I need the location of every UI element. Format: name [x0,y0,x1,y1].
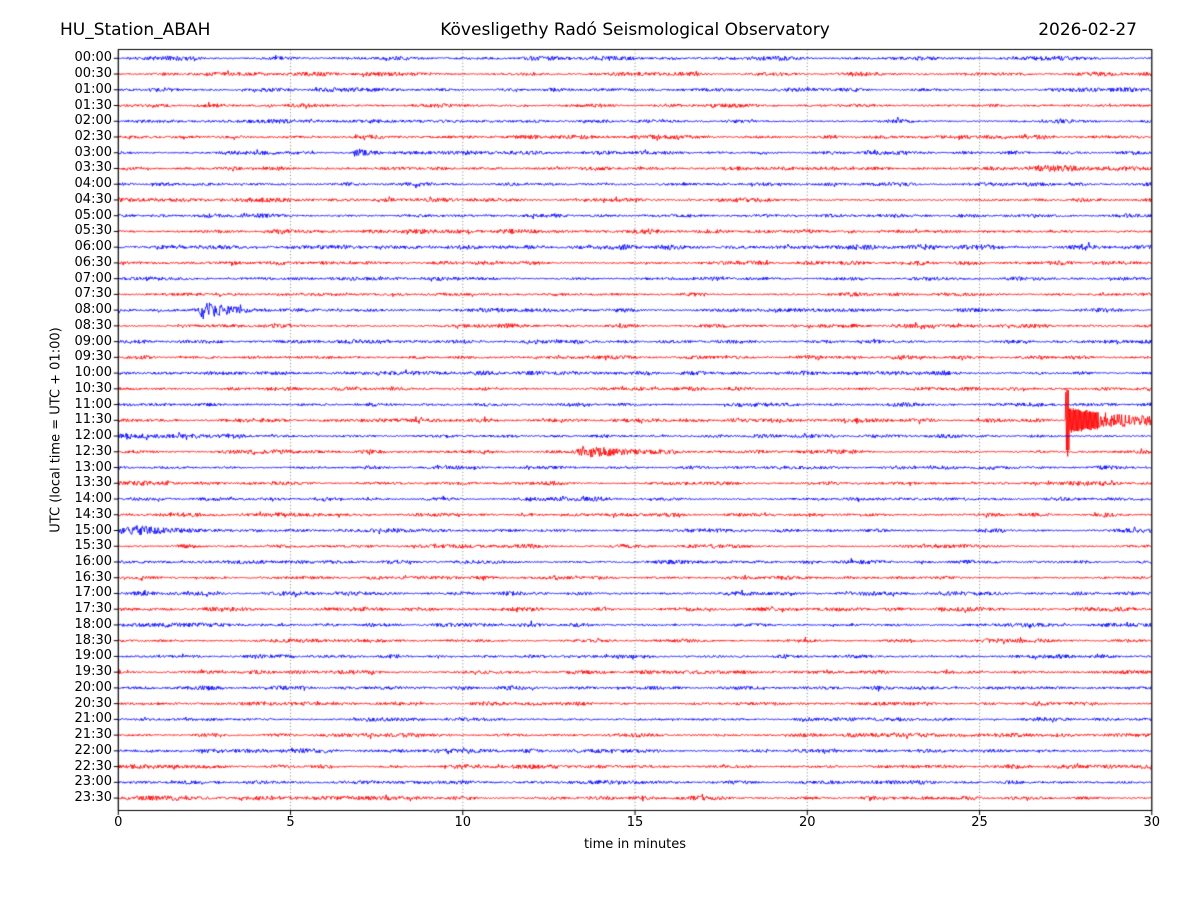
y-tick-label: 12:30 [74,443,112,459]
y-tick-label: 06:00 [74,239,112,255]
y-tick-label: 12:00 [74,428,112,444]
x-tick-label: 25 [971,815,988,830]
y-tick-label: 18:00 [74,616,112,632]
y-tick-label: 21:30 [74,727,112,743]
date-title: 2026-02-27 [1038,20,1137,40]
x-tick-label: 15 [626,815,644,830]
observatory-title: Kövesligethy Radó Seismological Observat… [440,20,830,40]
y-tick-label: 02:30 [74,129,112,144]
y-tick-label: 05:30 [74,223,112,239]
y-tick-label: 21:00 [74,711,112,727]
y-tick-label: 07:00 [74,270,112,286]
y-tick-label: 14:30 [74,506,112,522]
y-tick-label: 03:00 [74,144,112,160]
y-tick-label: 19:00 [74,648,112,664]
y-tick-label: 16:30 [74,569,112,585]
x-tick-label: 30 [1143,815,1161,830]
y-tick-label: 04:30 [74,191,112,207]
y-tick-label: 00:30 [74,66,112,82]
y-tick-label: 15:00 [74,522,112,538]
y-tick-label: 07:30 [74,286,112,302]
y-tick-label: 13:30 [74,475,112,491]
y-tick-label: 10:30 [74,380,112,396]
y-tick-label: 11:30 [74,412,112,428]
x-tick-label: 0 [114,815,123,830]
y-tick-label: 08:30 [74,317,112,333]
x-tick-label: 5 [286,815,295,830]
x-axis-label: time in minutes [583,837,687,852]
y-tick-label: 18:30 [74,632,112,648]
y-tick-label: 20:30 [74,695,112,711]
y-tick-label: 20:00 [74,679,112,695]
y-tick-label: 01:00 [74,81,112,97]
y-tick-label: 19:30 [74,664,112,680]
y-tick-label: 23:00 [74,774,112,790]
y-tick-label: 09:00 [74,333,112,349]
y-tick-label: 03:30 [74,160,112,176]
y-tick-label: 17:00 [74,585,112,601]
y-tick-label: 15:30 [74,538,112,554]
station-title: HU_Station_ABAH [60,20,211,40]
y-tick-label: 08:00 [74,302,112,318]
y-tick-label: 09:30 [74,349,112,365]
y-tick-label: 17:30 [74,601,112,617]
x-tick-label: 10 [454,815,472,830]
y-tick-label: 11:00 [74,396,112,412]
y-tick-label: 04:00 [74,176,112,192]
x-tick-label: 20 [799,815,816,830]
y-tick-label: 13:00 [74,459,112,475]
y-tick-label: 06:30 [74,254,112,270]
y-tick-label: 23:30 [74,790,112,806]
y-tick-label: 05:00 [74,207,112,223]
y-tick-label: 00:00 [74,50,112,66]
y-tick-label: 02:00 [74,113,112,129]
y-tick-label: 22:30 [74,758,112,774]
y-tick-label: 10:00 [74,365,112,381]
y-tick-label: 14:00 [74,491,112,507]
y-tick-label: 22:00 [74,742,112,758]
y-tick-label: 01:30 [74,97,112,113]
y-tick-label: 16:00 [74,553,112,569]
